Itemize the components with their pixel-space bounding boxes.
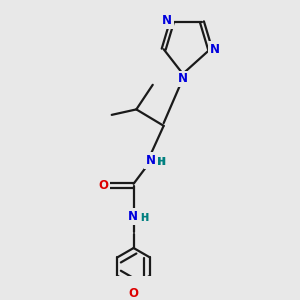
Text: O: O [98,179,108,193]
Text: N: N [210,43,220,56]
Text: N: N [127,209,137,223]
Text: N: N [162,14,172,27]
Text: H: H [158,158,166,167]
Text: O: O [129,287,139,300]
Text: N: N [128,210,137,223]
Text: O: O [98,179,108,193]
Text: H: H [140,214,148,224]
Text: N: N [146,154,156,167]
Text: N: N [162,14,172,27]
Text: N: N [210,43,220,56]
Text: N: N [162,14,172,27]
Text: N: N [178,72,188,85]
Text: N: N [210,43,220,56]
Text: N: N [146,154,156,166]
Text: N: N [178,72,188,85]
Text: H: H [156,157,164,167]
Text: O: O [129,287,139,300]
Text: N: N [178,72,188,85]
Text: H: H [140,213,148,223]
